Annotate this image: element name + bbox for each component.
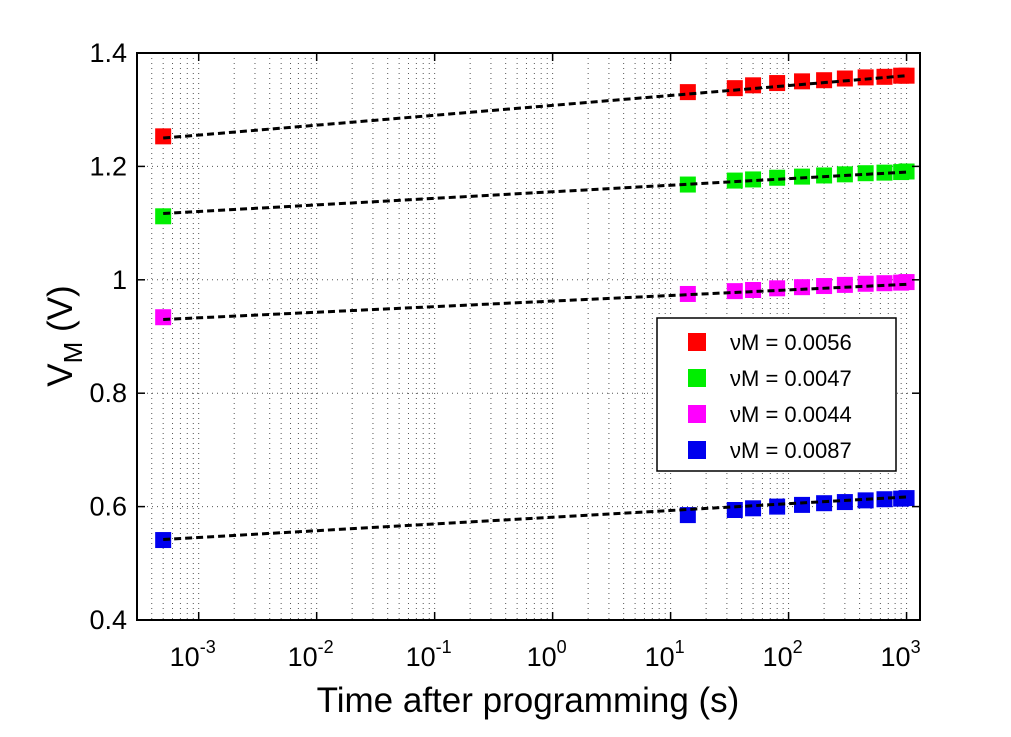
data-point [769, 75, 786, 92]
legend-label: νM = 0.0087 [730, 438, 852, 463]
data-point [816, 495, 833, 512]
fit-lines [163, 74, 907, 541]
data-point [769, 498, 786, 515]
legend-swatch [688, 405, 706, 423]
data-point [836, 70, 853, 87]
grid [136, 53, 920, 620]
y-axis-title: VM (V) [41, 285, 88, 386]
data-point [726, 80, 743, 97]
data-point [816, 72, 833, 89]
fit-line [163, 74, 907, 140]
y-tick-label: 0.6 [89, 492, 127, 522]
data-point [794, 73, 811, 90]
x-tick-label-base: 10 [170, 642, 200, 672]
x-tick-label-base: 10 [406, 642, 436, 672]
data-point [836, 494, 853, 511]
data-point [898, 67, 915, 84]
x-tick-label-exponent: -2 [318, 637, 334, 657]
data-point [816, 278, 833, 295]
fit-line [163, 495, 907, 541]
data-point [155, 128, 172, 145]
legend: νM = 0.0056 νM = 0.0047 νM = 0.0044 νM = 0.… [656, 317, 897, 472]
data-point [155, 309, 172, 326]
legend-swatch [688, 441, 706, 459]
data-point [155, 532, 172, 549]
data-point [898, 163, 915, 180]
y-tick-label: 1 [112, 265, 127, 295]
data-point [679, 176, 696, 193]
data-point [857, 492, 874, 509]
data-point [155, 208, 172, 225]
y-axis-title-main: V [41, 363, 80, 387]
x-tick-label: 10-2 [288, 637, 334, 672]
legend-label: νM = 0.0044 [730, 402, 852, 427]
y-tick-label: 1.4 [89, 38, 127, 68]
data-point [679, 285, 696, 302]
x-tick-labels: 10-3 10-2 10-1 100 101 102 103 [170, 637, 921, 672]
x-tick-label-base: 10 [527, 642, 557, 672]
data-point [726, 502, 743, 519]
x-tick-label-exponent: 2 [793, 637, 803, 657]
x-tick-label: 101 [645, 637, 685, 672]
x-tick-label-exponent: 3 [911, 637, 921, 657]
x-tick-label-exponent: -3 [200, 637, 216, 657]
data-point [745, 282, 762, 299]
data-point [745, 77, 762, 94]
data-point [794, 496, 811, 513]
legend-label: νM = 0.0047 [730, 366, 852, 391]
data-point [876, 491, 893, 508]
x-tick-label: 100 [527, 637, 567, 672]
x-tick-label: 10-1 [406, 637, 452, 672]
y-tick-labels: 0.4 0.6 0.8 1 1.2 1.4 [89, 38, 127, 635]
x-tick-label: 102 [763, 637, 803, 672]
x-tick-label-exponent: 0 [557, 637, 567, 657]
data-point [769, 280, 786, 297]
data-point [769, 169, 786, 186]
data-point [857, 69, 874, 86]
y-axis-title-unit: (V) [41, 285, 80, 341]
y-tick-label: 0.4 [89, 605, 127, 635]
legend-swatch [688, 333, 706, 351]
x-tick-label-exponent: -1 [436, 637, 452, 657]
data-point [876, 68, 893, 85]
x-tick-label-base: 10 [763, 642, 793, 672]
data-point [876, 164, 893, 181]
legend-swatch [688, 369, 706, 387]
plot-frame [136, 52, 921, 621]
fit-line [163, 282, 907, 321]
data-point [836, 276, 853, 293]
y-axis-title-subscript: M [58, 342, 88, 364]
data-point [679, 84, 696, 101]
data-point [857, 275, 874, 292]
data-point [898, 274, 915, 291]
x-tick-label-base: 10 [645, 642, 675, 672]
data-point [857, 165, 874, 182]
x-tick-label: 10-3 [170, 637, 216, 672]
data-point [745, 500, 762, 517]
data-point [898, 490, 915, 507]
fit-line [163, 170, 907, 215]
x-axis-title: Time after programming (s) [317, 681, 740, 720]
y-tick-label: 0.8 [89, 378, 127, 408]
x-tick-label-base: 10 [288, 642, 318, 672]
data-point [794, 279, 811, 296]
y-tick-label: 1.2 [89, 151, 127, 181]
data-point [876, 275, 893, 292]
data-point [745, 171, 762, 188]
x-tick-label-base: 10 [881, 642, 911, 672]
axis-ticks [137, 52, 920, 621]
x-tick-label: 103 [881, 637, 921, 672]
legend-label: νM = 0.0056 [730, 330, 852, 355]
x-tick-label-exponent: 1 [675, 637, 685, 657]
